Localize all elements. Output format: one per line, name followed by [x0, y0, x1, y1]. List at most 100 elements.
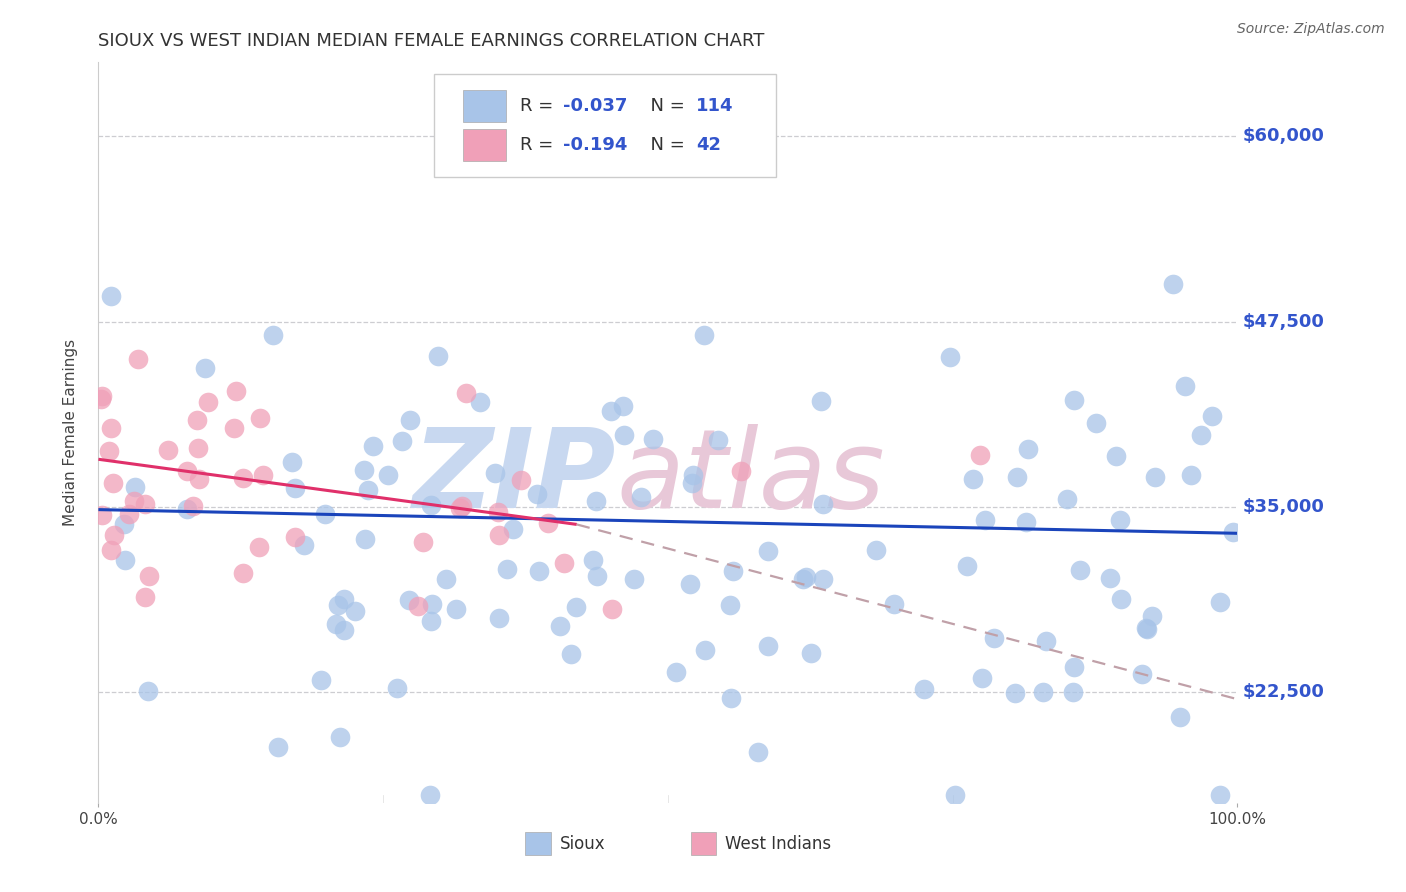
Text: SIOUX VS WEST INDIAN MEDIAN FEMALE EARNINGS CORRELATION CHART: SIOUX VS WEST INDIAN MEDIAN FEMALE EARNI…	[98, 32, 765, 50]
Point	[973, 513, 995, 527]
Point	[385, 681, 408, 695]
Point	[969, 449, 991, 463]
Point	[693, 327, 716, 342]
Point	[488, 611, 510, 625]
Point	[496, 562, 519, 576]
Point	[314, 508, 336, 522]
Point	[1085, 416, 1108, 430]
Point	[565, 599, 588, 614]
Point	[434, 572, 457, 586]
Text: West Indians: West Indians	[725, 835, 831, 853]
Text: ZIP: ZIP	[413, 424, 617, 531]
Point	[1209, 595, 1232, 609]
Point	[1222, 525, 1244, 540]
Point	[90, 392, 112, 407]
Point	[98, 443, 121, 458]
Point	[406, 599, 429, 613]
Point	[197, 394, 219, 409]
Point	[581, 552, 603, 566]
Text: 114: 114	[696, 97, 734, 115]
Point	[883, 598, 905, 612]
Point	[747, 746, 769, 760]
Point	[124, 480, 146, 494]
Point	[794, 570, 817, 584]
Point	[756, 544, 779, 558]
Text: Source: ZipAtlas.com: Source: ZipAtlas.com	[1237, 22, 1385, 37]
Point	[509, 473, 531, 487]
Point	[232, 566, 254, 580]
Point	[1035, 634, 1057, 648]
Point	[176, 502, 198, 516]
Point	[138, 568, 160, 582]
FancyBboxPatch shape	[690, 831, 716, 855]
Point	[721, 564, 744, 578]
Point	[641, 432, 664, 446]
Point	[527, 564, 550, 578]
Point	[112, 516, 135, 531]
Point	[1017, 442, 1039, 456]
Point	[813, 497, 835, 511]
Point	[630, 490, 652, 504]
Text: atlas: atlas	[617, 424, 886, 531]
FancyBboxPatch shape	[463, 89, 506, 122]
Point	[1063, 393, 1085, 408]
Point	[363, 439, 385, 453]
Point	[970, 671, 993, 685]
Point	[100, 420, 122, 434]
Point	[412, 535, 434, 549]
Point	[344, 604, 367, 618]
Point	[420, 499, 443, 513]
Point	[681, 476, 703, 491]
Y-axis label: Median Female Earnings: Median Female Earnings	[63, 339, 79, 526]
Text: R =: R =	[520, 97, 558, 115]
Point	[103, 527, 125, 541]
Point	[720, 690, 742, 705]
Point	[1098, 571, 1121, 585]
Point	[451, 500, 474, 514]
Point	[332, 623, 354, 637]
Point	[247, 540, 270, 554]
Point	[612, 399, 634, 413]
Point	[1201, 409, 1223, 423]
Point	[810, 393, 832, 408]
Point	[309, 673, 332, 687]
Point	[1136, 622, 1159, 636]
Point	[962, 473, 984, 487]
Text: Sioux: Sioux	[560, 835, 606, 853]
Text: -0.194: -0.194	[562, 136, 627, 154]
Text: R =: R =	[520, 136, 558, 154]
Point	[114, 553, 136, 567]
Point	[602, 601, 624, 615]
Point	[1191, 428, 1213, 442]
Point	[1140, 608, 1163, 623]
Point	[427, 349, 450, 363]
Point	[252, 468, 274, 483]
Point	[122, 494, 145, 508]
Point	[548, 619, 571, 633]
Text: $35,000: $35,000	[1243, 498, 1324, 516]
Point	[1174, 379, 1197, 393]
Point	[90, 508, 112, 522]
Point	[665, 665, 688, 680]
Point	[813, 572, 835, 586]
Point	[333, 592, 356, 607]
Point	[354, 533, 377, 547]
Point	[1135, 621, 1157, 635]
Point	[1004, 686, 1026, 700]
FancyBboxPatch shape	[526, 831, 551, 855]
Point	[488, 528, 510, 542]
Point	[718, 598, 741, 612]
Point	[1105, 449, 1128, 463]
Point	[232, 470, 254, 484]
Point	[377, 468, 399, 483]
Point	[1062, 685, 1084, 699]
Point	[553, 556, 575, 570]
Point	[679, 577, 702, 591]
Point	[470, 395, 492, 409]
Point	[1180, 468, 1202, 483]
Point	[187, 442, 209, 456]
Point	[186, 413, 208, 427]
Point	[756, 639, 779, 653]
Text: $22,500: $22,500	[1243, 682, 1324, 701]
Point	[730, 464, 752, 478]
